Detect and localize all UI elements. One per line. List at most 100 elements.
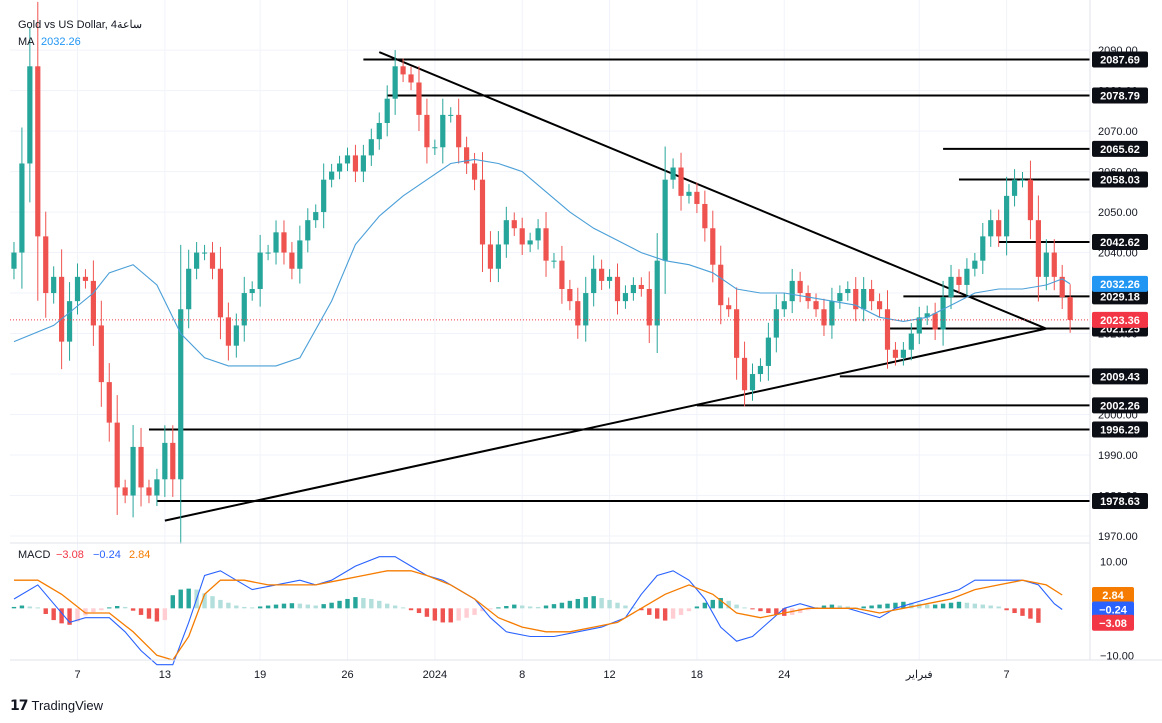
macd-histogram-bar (845, 606, 850, 609)
macd-histogram-bar (877, 604, 882, 609)
macd-histogram-bar (702, 602, 708, 609)
candle-body (988, 220, 994, 237)
candle (519, 217, 525, 255)
candle-body (384, 98, 390, 123)
macd-value-label-bg (1092, 587, 1134, 604)
candle (908, 323, 914, 361)
macd-histogram-bar (210, 596, 215, 609)
macd-histogram-bar (234, 605, 239, 609)
macd-histogram-bar (297, 603, 303, 609)
macd-histogram-bar (448, 608, 453, 623)
trendlines[interactable] (164, 51, 1047, 522)
candle-body (646, 289, 652, 326)
time-axis[interactable]: 7 13 19 26 2024 8 12 18 24 فبراير 7 (74, 669, 1009, 681)
level-label-bg (1092, 171, 1148, 188)
candle (241, 276, 247, 342)
candle (59, 249, 65, 370)
symbol-title[interactable]: Gold vs US Dollar, 4ساعة (18, 19, 142, 31)
macd-histogram-bar (742, 607, 747, 609)
macd-label[interactable]: MACD (18, 549, 50, 561)
macd-histogram-bar (655, 608, 660, 619)
macd-histogram-bar (432, 608, 438, 621)
candle-body (479, 179, 486, 245)
candle-body (996, 220, 1002, 237)
macd-badges: 2.84 −0.24 −3.08 (1092, 587, 1134, 631)
candle (289, 242, 295, 280)
candle-body (511, 220, 517, 229)
candle-body (27, 66, 33, 164)
macd-histogram-bar (353, 597, 358, 609)
candle (194, 242, 200, 280)
candle (535, 219, 541, 250)
candle-body (1051, 252, 1057, 277)
candle (543, 212, 549, 277)
macd-histogram-bar (178, 589, 183, 609)
price-tick-label: 2040.00 (1098, 248, 1138, 260)
candle-body (154, 479, 160, 496)
candle-body (416, 82, 422, 115)
time-tick-label: 12 (603, 669, 615, 681)
macd-histogram-bar (782, 608, 787, 616)
candle (305, 208, 311, 253)
macd-histogram-bar (520, 605, 525, 609)
macd-histogram-bar (313, 605, 318, 609)
ma-label[interactable]: MA (18, 36, 35, 48)
candle-body (106, 382, 112, 423)
candle-body (916, 317, 922, 334)
candle (575, 287, 581, 339)
candle (233, 313, 239, 358)
macd-histogram-bar (170, 595, 175, 609)
candle-body (336, 163, 343, 172)
candle (336, 155, 343, 180)
candle-body (503, 220, 509, 245)
candle (416, 66, 422, 132)
candle-body (368, 139, 374, 156)
candle-body (201, 252, 208, 254)
candle (503, 206, 509, 258)
candle (702, 190, 708, 242)
candle (972, 252, 978, 277)
macd-histogram-bar (893, 602, 898, 609)
candle (924, 305, 930, 326)
macd-histogram-bar (647, 608, 652, 615)
time-tick-label: 26 (341, 669, 353, 681)
price-tick-label: 2050.00 (1098, 207, 1138, 219)
candle-body (797, 280, 803, 294)
time-tick-label: فبراير (905, 669, 933, 681)
candle-body (122, 487, 128, 496)
candle (781, 293, 787, 317)
macd-histogram-bar (337, 600, 342, 609)
macd-histogram-bar (250, 607, 255, 609)
candle-body (289, 252, 295, 269)
macd-histogram-bar (734, 604, 739, 609)
candle-body (765, 337, 771, 366)
candle-body (956, 276, 962, 285)
candle-body (59, 276, 65, 342)
candle (297, 225, 303, 284)
candle-body (662, 179, 668, 261)
level-label: 2058.03 (1100, 175, 1140, 187)
candle-body (408, 74, 414, 83)
macd-histogram-bar (385, 603, 390, 609)
candle (900, 342, 906, 366)
last-price-label-bg (1092, 311, 1148, 328)
candle-body (66, 301, 73, 342)
candle-body (845, 289, 851, 294)
candle-body (352, 155, 359, 172)
candle-body (448, 114, 454, 116)
macd-histogram-bar (567, 600, 573, 609)
candle-body (861, 289, 867, 310)
candle (718, 245, 724, 325)
macd-axis[interactable]: 10.00 −10.00 (1100, 556, 1134, 662)
macd-histogram-bar (226, 602, 231, 609)
tradingview-brand[interactable]: 𝟭𝟳 TradingView (10, 697, 103, 714)
candle (741, 341, 748, 407)
ascending-trendline[interactable] (164, 327, 1047, 522)
candle-body (273, 232, 279, 253)
candle-body (908, 333, 914, 350)
macd-histogram-bar (932, 604, 938, 609)
candle-body (551, 260, 557, 262)
ma-price-label-bg (1092, 275, 1148, 292)
descending-trendline[interactable] (378, 51, 1047, 330)
